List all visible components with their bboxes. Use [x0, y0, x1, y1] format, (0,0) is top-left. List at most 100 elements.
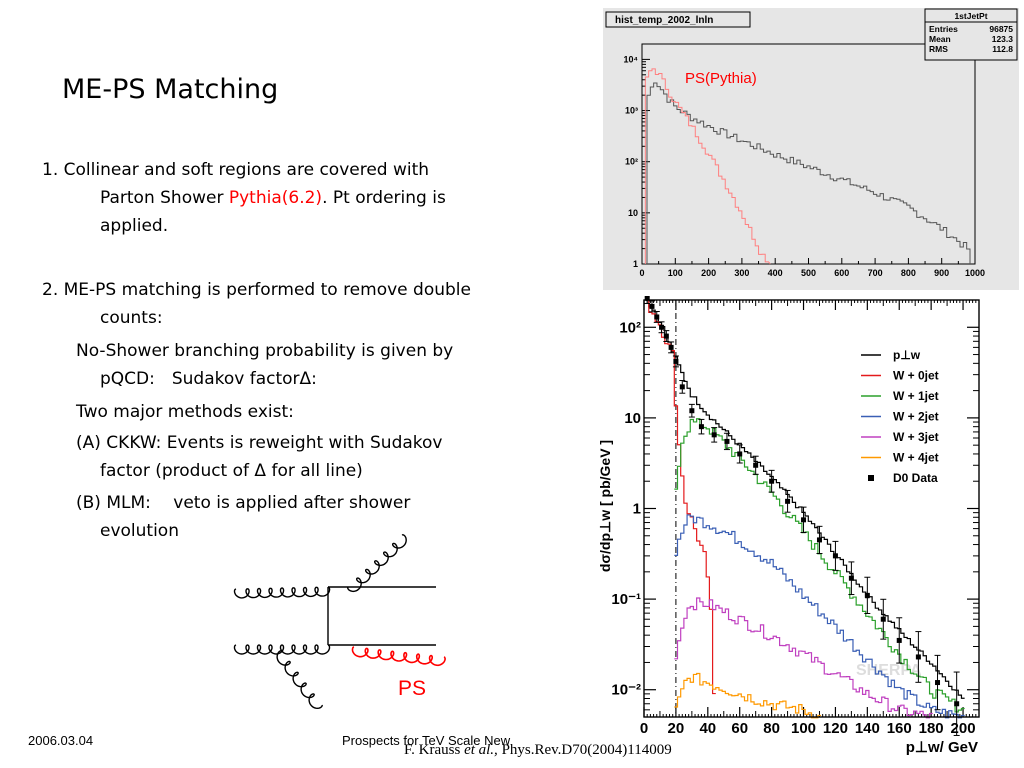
diagram-black-lines — [233, 534, 436, 710]
data-point — [644, 296, 650, 301]
x-tick-label: 600 — [834, 268, 849, 278]
data-point — [753, 462, 759, 468]
data-point — [663, 333, 669, 339]
stats-label: Mean — [929, 34, 951, 44]
item1-line1: 1. Collinear and soft regions are covere… — [42, 156, 429, 184]
data-point — [673, 358, 679, 364]
data-point — [954, 701, 960, 707]
data-point — [654, 314, 660, 320]
gluon-radiation-left — [276, 650, 323, 710]
x-tick-label: 500 — [801, 268, 816, 278]
citation-reference: Phys.Rev.D70(2004)114009 — [497, 742, 672, 758]
parton-shower-diagram: PS — [233, 534, 446, 710]
series-line-0 — [645, 299, 965, 699]
histogram-series — [644, 68, 971, 265]
stats-value: 112.8 — [992, 44, 1013, 54]
y-tick-label: 10³ — [625, 106, 638, 116]
stats-rows: Entries 96875 Mean 123.3 RMS 112.8 — [929, 24, 1013, 54]
histogram-series-total — [646, 82, 971, 264]
diagram-ps-gluon — [351, 646, 446, 667]
x-tick-label: 700 — [868, 268, 883, 278]
x-tick-label: 200 — [951, 720, 976, 737]
sherpa-ylabel: dσ/dp⊥w [ pb/GeV ] — [597, 440, 613, 572]
y-tick-label: 10⁻² — [611, 682, 641, 699]
data-point — [769, 478, 775, 484]
data-point — [896, 637, 902, 643]
y-tick-label: 10⁴ — [624, 54, 638, 64]
x-tick-label: 300 — [734, 268, 749, 278]
data-point — [785, 498, 791, 504]
sherpa-w-pt-plot: SHERPA 0 20 40 60 80 100 120 140 160 180 200 10⁻² 10… — [586, 296, 986, 758]
legend-label: W + 1jet — [893, 389, 939, 403]
histogram-title-box — [605, 11, 751, 28]
gluon-incoming-bottom — [233, 644, 331, 655]
item2-text-a: ME-PS matching is performed to remove do… — [63, 280, 471, 300]
item2-line2: counts: — [100, 308, 163, 328]
histogram-frame — [641, 43, 976, 265]
ckkw-line1: (A) CKKW: Events is reweight with Sudako… — [76, 433, 443, 453]
item1-text-b-pre: Parton Shower — [100, 188, 229, 208]
pythia-annotation: PS(Pythia) — [685, 70, 757, 87]
noshower-line1: No-Shower branching probability is given… — [76, 341, 454, 361]
data-point — [816, 537, 822, 543]
x-tick-label: 80 — [763, 720, 780, 737]
histogram-series-pythia — [644, 68, 771, 265]
x-tick-label: 40 — [699, 720, 716, 737]
gluon-outgoing-top — [347, 534, 407, 593]
stats-value: 123.3 — [992, 34, 1014, 44]
x-tick-label: 160 — [887, 720, 912, 737]
methods-line: Two major methods exist: — [76, 402, 294, 422]
y-tick-label: 1 — [633, 501, 641, 518]
data-point — [848, 575, 854, 581]
x-tick-label: 1000 — [965, 268, 985, 278]
data-point — [679, 384, 685, 390]
data-point — [801, 517, 807, 523]
data-point — [880, 616, 886, 622]
x-tick-label: 200 — [701, 268, 716, 278]
ps-gluon-coil — [351, 646, 446, 667]
data-point — [832, 553, 838, 559]
y-tick-label: 10² — [619, 319, 641, 336]
x-tick-label: 180 — [919, 720, 944, 737]
stats-name: 1stJetPt — [954, 11, 987, 21]
legend-label: D0 Data — [893, 471, 938, 485]
legend-label: W + 0jet — [893, 369, 939, 383]
noshower-line2: pQCD: Sudakov factorΔ: — [100, 369, 317, 389]
item1-line3: applied. — [100, 216, 169, 236]
x-tick-label: 100 — [791, 720, 816, 737]
stats-label: Entries — [929, 24, 958, 34]
y-tick-label: 10² — [625, 157, 638, 167]
data-point — [737, 451, 743, 457]
item1-text-a: Collinear and soft regions are covered w… — [63, 160, 430, 180]
stats-label: RMS — [929, 44, 948, 54]
data-point — [724, 438, 730, 444]
data-point — [864, 592, 870, 598]
legend-label: W + 2jet — [893, 410, 939, 424]
series-line-4 — [674, 597, 933, 719]
y-tick-label: 10 — [628, 208, 638, 218]
y-tick-label: 10⁻¹ — [611, 591, 641, 608]
pythia-highlight: Pythia(6.2) — [228, 188, 323, 208]
x-tick-label: 0 — [640, 720, 648, 737]
histogram-title: hist_temp_2002_lnln — [615, 15, 713, 26]
data-point — [689, 408, 695, 414]
series-line-3 — [674, 514, 965, 719]
pythia-histogram: hist_temp_2002_lnln 1stJetPt Entries 9687… — [603, 8, 1019, 290]
item1-number: 1. — [42, 160, 59, 180]
stats-value: 96875 — [989, 24, 1013, 34]
item2-number: 2. — [42, 280, 59, 300]
y-tick-label: 10 — [624, 410, 641, 427]
legend-data-marker — [868, 475, 874, 481]
sherpa-legend: p⊥w W + 0jet W + 1jet W + 2jet W + 3jet W + 4… — [861, 348, 939, 485]
ps-label: PS — [398, 677, 426, 700]
item1-line2: Parton Shower Pythia(6.2). Pt ordering i… — [100, 184, 446, 212]
data-point — [668, 344, 674, 350]
x-tick-label: 100 — [668, 268, 683, 278]
x-tick-label: 60 — [731, 720, 748, 737]
mlm-line1: (B) MLM: veto is applied after shower — [76, 493, 411, 513]
sherpa-watermark: SHERPA — [856, 662, 922, 679]
d0-data-points — [644, 296, 960, 736]
footer-date: 2006.03.04 — [28, 733, 94, 748]
gluon-incoming-top — [233, 586, 331, 599]
x-tick-label: 20 — [668, 720, 685, 737]
